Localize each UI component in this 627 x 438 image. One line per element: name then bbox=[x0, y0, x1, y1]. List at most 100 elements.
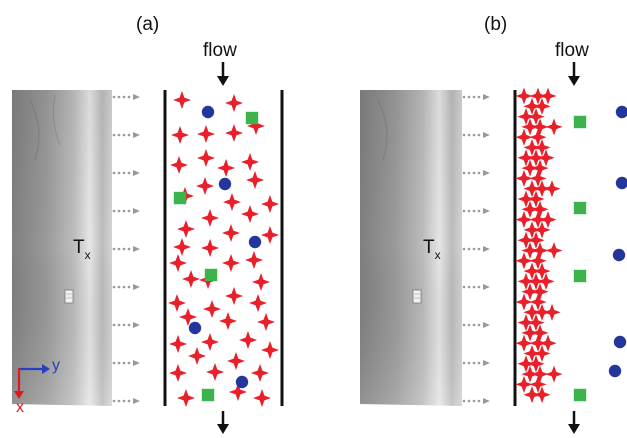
panel-a-label: (a) bbox=[136, 14, 159, 35]
four-point-star-icon bbox=[170, 156, 188, 174]
four-point-star-icon bbox=[219, 312, 237, 330]
dotted-arrow bbox=[112, 208, 140, 214]
circle-icon bbox=[201, 105, 215, 119]
four-point-star-icon bbox=[223, 193, 241, 211]
panel-b-photo: Tx bbox=[360, 90, 462, 406]
dotted-arrow bbox=[112, 132, 140, 138]
axis-indicator: y x bbox=[14, 357, 60, 416]
panel-b-photo-label: Tx bbox=[423, 237, 441, 262]
dotted-arrow bbox=[112, 170, 140, 176]
circle-icon bbox=[218, 177, 232, 191]
square-icon bbox=[201, 388, 215, 402]
panel-a-particles bbox=[168, 91, 279, 407]
square-icon bbox=[173, 191, 187, 205]
four-point-star-icon bbox=[246, 171, 264, 189]
four-point-star-icon bbox=[169, 364, 187, 382]
square-icon bbox=[573, 201, 587, 215]
four-point-star-icon bbox=[217, 159, 235, 177]
four-point-star-icon bbox=[543, 303, 561, 321]
four-point-star-icon bbox=[171, 126, 189, 144]
axis-x-label: x bbox=[16, 399, 24, 416]
circle-icon bbox=[613, 335, 627, 349]
four-point-star-icon bbox=[206, 363, 224, 381]
four-point-star-icon bbox=[261, 226, 279, 244]
panel-b-flow-label: flow bbox=[555, 40, 589, 61]
dotted-arrow bbox=[462, 322, 490, 328]
four-point-star-icon bbox=[261, 195, 279, 213]
panel-a-dotted-arrows bbox=[112, 94, 140, 404]
four-point-star-icon bbox=[545, 241, 563, 260]
dotted-arrow bbox=[112, 322, 140, 328]
four-point-star-icon bbox=[241, 205, 259, 223]
four-point-star-icon bbox=[196, 177, 214, 195]
circle-icon bbox=[235, 375, 249, 389]
four-point-star-icon bbox=[252, 273, 270, 291]
panel-a: (a) Tx y x flow bbox=[12, 14, 284, 434]
arrow-down-icon bbox=[568, 411, 580, 434]
dotted-arrow bbox=[462, 246, 490, 252]
square-icon bbox=[573, 115, 587, 129]
circle-icon bbox=[615, 176, 627, 190]
dotted-arrow bbox=[112, 398, 140, 404]
four-point-star-icon bbox=[169, 335, 187, 353]
square-icon bbox=[573, 269, 587, 283]
square-icon bbox=[204, 268, 218, 282]
circle-icon bbox=[608, 364, 622, 378]
four-point-star-icon bbox=[249, 294, 267, 312]
dotted-arrow bbox=[462, 398, 490, 404]
four-point-star-icon bbox=[245, 251, 263, 269]
dotted-arrow bbox=[462, 170, 490, 176]
four-point-star-icon bbox=[201, 239, 219, 257]
panel-a-photo-label: Tx bbox=[73, 237, 91, 262]
dotted-arrow bbox=[462, 94, 490, 100]
four-point-star-icon bbox=[222, 224, 240, 242]
four-point-star-icon bbox=[173, 238, 191, 256]
four-point-star-icon bbox=[201, 333, 219, 351]
circle-icon bbox=[248, 235, 262, 249]
four-point-star-icon bbox=[253, 389, 271, 407]
four-point-star-icon bbox=[545, 365, 563, 383]
panel-b-dotted-arrows bbox=[462, 94, 490, 404]
four-point-star-icon bbox=[239, 331, 257, 349]
four-point-star-icon bbox=[227, 352, 245, 370]
four-point-star-icon bbox=[225, 124, 243, 142]
four-point-star-icon bbox=[177, 220, 195, 238]
panel-a-photo: Tx bbox=[12, 90, 112, 406]
circle-icon bbox=[615, 105, 627, 119]
dotted-arrow bbox=[112, 94, 140, 100]
panel-b-label: (b) bbox=[484, 14, 507, 35]
square-icon bbox=[245, 111, 259, 125]
dotted-arrow bbox=[462, 208, 490, 214]
four-point-star-icon bbox=[241, 153, 259, 171]
four-point-star-icon bbox=[169, 254, 187, 272]
circle-icon bbox=[188, 321, 202, 335]
four-point-star-icon bbox=[168, 294, 186, 312]
four-point-star-icon bbox=[533, 386, 551, 404]
four-point-star-icon bbox=[225, 94, 243, 112]
circle-icon bbox=[612, 248, 626, 262]
dotted-arrow bbox=[462, 284, 490, 290]
dotted-arrow bbox=[112, 360, 140, 366]
four-point-star-icon bbox=[222, 254, 240, 272]
arrow-down-icon bbox=[568, 62, 580, 86]
four-point-star-icon bbox=[543, 180, 561, 198]
four-point-star-icon bbox=[225, 287, 243, 305]
four-point-star-icon bbox=[257, 313, 275, 331]
four-point-star-icon bbox=[173, 91, 191, 109]
four-point-star-icon bbox=[531, 324, 549, 342]
square-icon bbox=[573, 388, 587, 402]
arrow-down-icon bbox=[217, 411, 229, 434]
dotted-arrow bbox=[462, 360, 490, 366]
four-point-star-icon bbox=[177, 389, 195, 407]
four-point-star-icon bbox=[201, 209, 219, 227]
four-point-star-icon bbox=[197, 149, 215, 167]
four-point-star-icon bbox=[182, 270, 200, 288]
four-point-star-icon bbox=[531, 200, 549, 218]
panel-b-particles bbox=[515, 87, 627, 404]
four-point-star-icon bbox=[188, 347, 206, 365]
dotted-arrow bbox=[462, 132, 490, 138]
panel-a-flow-label: flow bbox=[203, 40, 237, 61]
four-point-star-icon bbox=[261, 341, 279, 359]
panel-b: (b) Tx flow bbox=[360, 14, 627, 434]
